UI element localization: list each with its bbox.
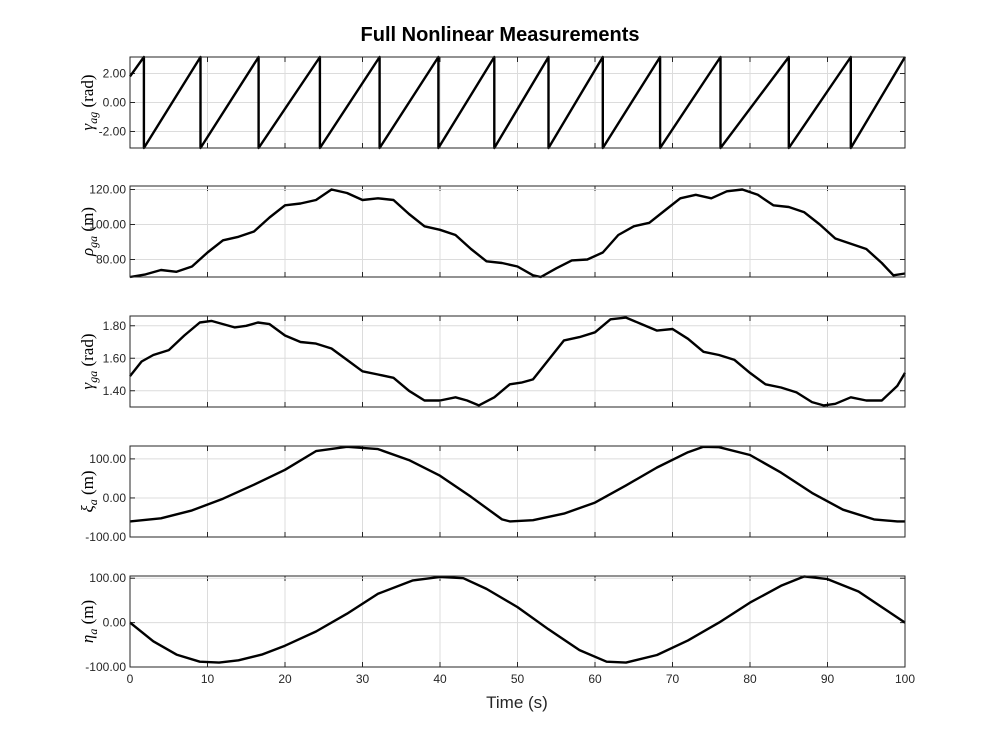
y-label-subscript: a [86, 499, 100, 505]
x-tick-label: 0 [127, 672, 134, 686]
y-axis-label: ρga (m) [78, 207, 100, 257]
y-tick-label: 0.00 [103, 96, 127, 110]
y-tick-label: 1.60 [103, 351, 127, 365]
axes-box [129, 185, 906, 278]
y-label-symbol: η [78, 635, 97, 643]
y-label-unit: (m) [78, 207, 97, 236]
x-tick-label: 90 [821, 672, 835, 686]
y-tick-label: -2.00 [99, 124, 127, 138]
y-axis-label: γag (rad) [78, 75, 100, 131]
y-axis-label: ηa (m) [78, 600, 100, 643]
series-line [129, 445, 905, 523]
x-tick-label: 80 [743, 672, 757, 686]
subplot-4: 100.00 0.00 -100.00 ξa (m) [78, 445, 906, 544]
y-tick-label: 1.80 [103, 319, 127, 333]
y-tick-label: 120.00 [89, 183, 126, 197]
axes-box [129, 315, 906, 408]
y-tick-label: 0.00 [103, 616, 127, 630]
y-label-subscript: ga [86, 371, 100, 383]
y-tick-label: 1.40 [103, 384, 127, 398]
y-tick-label: 80.00 [96, 253, 126, 267]
y-tick-label: -100.00 [85, 530, 126, 544]
series-line [129, 575, 906, 664]
y-axis-label: γga (rad) [78, 334, 100, 390]
y-tick-label: 0.00 [103, 491, 127, 505]
x-tick-label: 20 [278, 672, 292, 686]
x-tick-label: 60 [588, 672, 602, 686]
y-tick-label: 100.00 [89, 571, 126, 585]
y-label-symbol: γ [78, 381, 97, 389]
axes-box [129, 56, 906, 149]
y-label-symbol: ξ [78, 505, 97, 513]
series-line [129, 55, 907, 150]
axes-box [129, 445, 906, 538]
y-tick-label: 100.00 [89, 218, 126, 232]
y-label-subscript: a [86, 629, 100, 635]
y-label-symbol: γ [78, 122, 97, 130]
x-tick-label: 30 [356, 672, 370, 686]
y-tick-label: 2.00 [103, 67, 127, 81]
x-tick-label: 10 [201, 672, 215, 686]
y-axis-label: ξa (m) [78, 470, 100, 512]
y-label-unit: (m) [78, 600, 97, 629]
y-label-unit: (rad) [78, 75, 97, 112]
series-line [129, 188, 906, 279]
x-tick-label: 40 [433, 672, 447, 686]
y-tick-label: -100.00 [85, 660, 126, 674]
y-label-unit: (rad) [78, 334, 97, 371]
y-tick-label: 100.00 [89, 452, 126, 466]
y-label-unit: (m) [78, 470, 97, 499]
subplot-5: 100.00 0.00 -100.00 ηa (m) [78, 571, 906, 674]
chart-title: Full Nonlinear Measurements [361, 24, 640, 46]
axes-box [129, 575, 906, 668]
series-line [129, 316, 907, 407]
y-label-subscript: ga [86, 236, 100, 248]
y-label-symbol: ρ [78, 248, 97, 257]
x-tick-label: 70 [666, 672, 680, 686]
x-axis-label: Time (s) [486, 693, 548, 712]
x-tick-label: 100 [895, 672, 915, 686]
x-tick-label: 50 [511, 672, 525, 686]
y-label-subscript: ag [86, 112, 100, 124]
